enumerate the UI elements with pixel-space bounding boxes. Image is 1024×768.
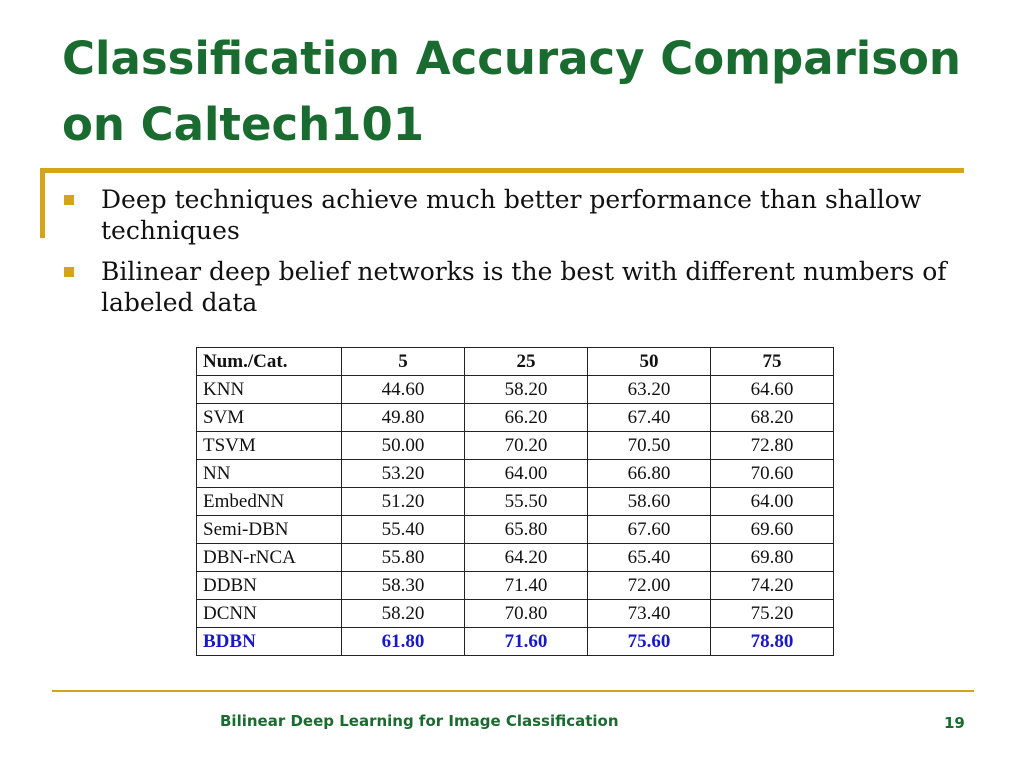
- column-header: 5: [341, 347, 465, 376]
- bullet-text: Deep techniques achieve much better perf…: [101, 185, 922, 245]
- page-number: 19: [944, 714, 965, 732]
- table-row: EmbedNN 51.20 55.50 58.60 64.00: [196, 487, 834, 516]
- column-header: Num./Cat.: [196, 347, 342, 376]
- column-header: 25: [464, 347, 588, 376]
- accuracy-cell: 64.00: [710, 487, 834, 516]
- accuracy-cell: 64.20: [464, 543, 588, 572]
- table-row: TSVM 50.00 70.20 70.50 72.80: [196, 431, 834, 460]
- accuracy-cell: 49.80: [341, 403, 465, 432]
- table-row: DDBN 58.30 71.40 72.00 74.20: [196, 571, 834, 600]
- accuracy-cell: 58.20: [341, 599, 465, 628]
- accuracy-cell: 55.50: [464, 487, 588, 516]
- accuracy-cell: 55.80: [341, 543, 465, 572]
- method-cell: DDBN: [196, 571, 342, 600]
- table-row: BDBN 61.80 71.60 75.60 78.80: [196, 627, 834, 656]
- accuracy-cell: 66.20: [464, 403, 588, 432]
- accuracy-cell: 55.40: [341, 515, 465, 544]
- accuracy-cell: 69.80: [710, 543, 834, 572]
- accuracy-cell: 63.20: [587, 375, 711, 404]
- accuracy-cell: 61.80: [341, 627, 465, 656]
- accuracy-cell: 66.80: [587, 459, 711, 488]
- accuracy-cell: 50.00: [341, 431, 465, 460]
- accuracy-cell: 58.30: [341, 571, 465, 600]
- method-cell: Semi-DBN: [196, 515, 342, 544]
- accuracy-cell: 75.20: [710, 599, 834, 628]
- accuracy-cell: 72.00: [587, 571, 711, 600]
- accuracy-cell: 75.60: [587, 627, 711, 656]
- accuracy-cell: 65.80: [464, 515, 588, 544]
- method-cell: BDBN: [196, 627, 342, 656]
- accuracy-cell: 44.60: [341, 375, 465, 404]
- accuracy-cell: 64.60: [710, 375, 834, 404]
- column-header: 75: [710, 347, 834, 376]
- accuracy-cell: 51.20: [341, 487, 465, 516]
- method-cell: KNN: [196, 375, 342, 404]
- accuracy-cell: 68.20: [710, 403, 834, 432]
- bullet-item: Bilinear deep belief networks is the bes…: [64, 256, 964, 318]
- accuracy-table: Num./Cat. 5 25 50 75 KNN 44.60 58.20 63.20 6…: [196, 347, 834, 656]
- table-row: Semi-DBN 55.40 65.80 67.60 69.60: [196, 515, 834, 544]
- table-row: SVM 49.80 66.20 67.40 68.20: [196, 403, 834, 432]
- accuracy-cell: 65.40: [587, 543, 711, 572]
- accuracy-cell: 67.40: [587, 403, 711, 432]
- table-row: DCNN 58.20 70.80 73.40 75.20: [196, 599, 834, 628]
- accuracy-cell: 53.20: [341, 459, 465, 488]
- square-bullet-icon: [64, 267, 74, 277]
- method-cell: DCNN: [196, 599, 342, 628]
- column-header: 50: [587, 347, 711, 376]
- bullet-list: Deep techniques achieve much better perf…: [64, 184, 964, 328]
- table-row: DBN-rNCA 55.80 64.20 65.40 69.80: [196, 543, 834, 572]
- table-body: KNN 44.60 58.20 63.20 64.60 SVM 49.80 66.20 67.4…: [196, 375, 834, 656]
- accuracy-cell: 58.20: [464, 375, 588, 404]
- method-cell: DBN-rNCA: [196, 543, 342, 572]
- accuracy-cell: 70.20: [464, 431, 588, 460]
- footer-title: Bilinear Deep Learning for Image Classif…: [220, 712, 619, 730]
- accuracy-cell: 64.00: [464, 459, 588, 488]
- accuracy-cell: 74.20: [710, 571, 834, 600]
- square-bullet-icon: [64, 195, 74, 205]
- title-divider: [40, 168, 964, 173]
- bullet-item: Deep techniques achieve much better perf…: [64, 184, 964, 246]
- table-header-row: Num./Cat. 5 25 50 75: [196, 347, 834, 376]
- accuracy-cell: 72.80: [710, 431, 834, 460]
- accuracy-cell: 58.60: [587, 487, 711, 516]
- method-cell: EmbedNN: [196, 487, 342, 516]
- accuracy-cell: 71.60: [464, 627, 588, 656]
- bullet-text: Bilinear deep belief networks is the bes…: [101, 257, 947, 317]
- accuracy-cell: 69.60: [710, 515, 834, 544]
- accuracy-cell: 78.80: [710, 627, 834, 656]
- accuracy-cell: 70.60: [710, 459, 834, 488]
- table-row: KNN 44.60 58.20 63.20 64.60: [196, 375, 834, 404]
- accuracy-cell: 71.40: [464, 571, 588, 600]
- table-row: NN 53.20 64.00 66.80 70.60: [196, 459, 834, 488]
- footer-divider: [52, 690, 974, 692]
- slide-title: Classification Accuracy Comparison on Ca…: [62, 32, 961, 151]
- accuracy-cell: 67.60: [587, 515, 711, 544]
- method-cell: SVM: [196, 403, 342, 432]
- accuracy-cell: 70.80: [464, 599, 588, 628]
- accuracy-cell: 73.40: [587, 599, 711, 628]
- method-cell: TSVM: [196, 431, 342, 460]
- accuracy-cell: 70.50: [587, 431, 711, 460]
- method-cell: NN: [196, 459, 342, 488]
- title-divider-accent: [40, 168, 45, 238]
